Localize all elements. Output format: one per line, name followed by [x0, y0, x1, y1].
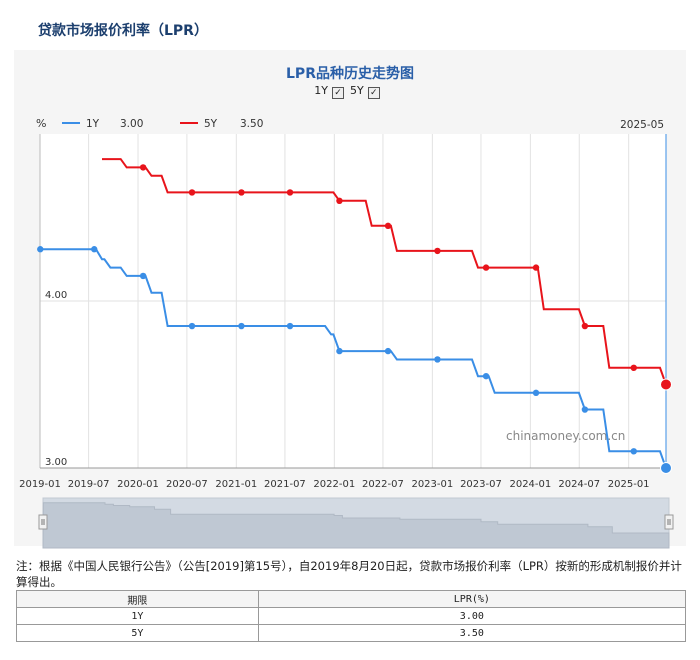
page-title: 贷款市场报价利率（LPR） [38, 23, 208, 39]
data-point-5y [482, 264, 490, 271]
legend-5y-name: 5Y [204, 118, 218, 130]
table-cell-rate: 3.00 [257, 607, 687, 625]
table-row: 1Y 3.00 [16, 607, 687, 625]
data-point-5y [630, 364, 637, 371]
table-cell-term: 5Y [16, 624, 259, 642]
series-toggles: 1Y ✓ 5Y ✓ [0, 84, 700, 99]
range-navigator[interactable] [38, 497, 674, 549]
data-point-5y [139, 164, 147, 171]
legend-1y-name: 1Y [86, 118, 100, 130]
lpr-chart: 3.00 4.00 2019-01 2019-07 2020-01 2020-07 202… [19, 117, 674, 549]
x-tick-label: 2020-01 [117, 479, 159, 490]
current-point-5y[interactable] [660, 378, 672, 391]
toggle-5y-checkbox[interactable]: ✓ [367, 87, 380, 99]
lpr-table: 期限 LPR(%) 1Y 3.00 5Y 3.50 [16, 590, 687, 642]
data-point-1y [139, 272, 147, 280]
data-point-5y [188, 189, 196, 196]
data-point-5y [581, 322, 589, 330]
chart-title: LPR品种历史走势图 [286, 66, 414, 82]
table-header-term: 期限 [16, 590, 259, 608]
series-line-5y [102, 158, 668, 386]
y-tick-labels: 3.00 4.00 [45, 290, 67, 468]
data-point-1y [482, 372, 490, 380]
y-unit-label: % [36, 117, 46, 130]
table-cell-term: 1Y [16, 607, 259, 625]
data-point-5y [238, 189, 245, 196]
navigator-left-handle[interactable] [38, 514, 48, 530]
data-point-5y [336, 197, 343, 204]
table-cell-rate: 3.50 [257, 624, 687, 642]
data-point-1y [91, 246, 98, 253]
x-tick-labels: 2019-01 2019-07 2020-01 2020-07 2021-01 2021-… [19, 479, 649, 490]
data-point-1y [286, 322, 294, 330]
y-tick-label: 4.00 [45, 290, 67, 301]
legend-5y-value: 3.50 [240, 118, 263, 130]
series-line-1y [40, 248, 668, 469]
footnote: 注：根据《中国人民银行公告》（公告[2019]第15号），自2019年8月20日… [16, 559, 682, 589]
legend-1y-value: 3.00 [120, 118, 143, 130]
x-tick-label: 2022-07 [362, 479, 404, 490]
y-tick-label: 3.00 [45, 457, 67, 468]
x-tick-label: 2022-01 [313, 479, 355, 490]
table-row: 5Y 3.50 [16, 624, 687, 642]
data-point-1y [188, 322, 196, 330]
crosshair-date-label: 2025-05 [620, 119, 664, 131]
series-markers [37, 164, 672, 474]
table-header-row: 期限 LPR(%) [16, 590, 687, 608]
x-tick-label: 2019-07 [68, 479, 110, 490]
series-lines [40, 158, 668, 469]
toggle-1y-label: 1Y [314, 84, 328, 97]
data-point-1y [630, 448, 637, 455]
toggle-1y-checkbox[interactable]: ✓ [332, 87, 344, 99]
x-tick-label: 2019-01 [19, 479, 61, 490]
current-point-1y[interactable] [660, 462, 672, 474]
table-header-lpr: LPR(%) [257, 590, 687, 608]
data-point-1y [37, 246, 44, 253]
x-tick-label: 2020-07 [166, 479, 208, 490]
data-point-5y [434, 247, 441, 255]
x-tick-label: 2024-07 [558, 479, 600, 490]
legend: 1Y 3.00 5Y 3.50 [62, 118, 263, 130]
x-tick-label: 2023-07 [460, 479, 502, 490]
toggle-5y-label: 5Y [350, 84, 364, 97]
x-tick-label: 2024-01 [509, 479, 551, 490]
x-tick-label: 2023-01 [411, 479, 453, 490]
navigator-right-handle[interactable] [664, 514, 674, 530]
data-point-1y [238, 322, 245, 330]
page-header: 贷款市场报价利率（LPR） [0, 0, 700, 56]
data-point-1y [384, 347, 392, 355]
data-point-5y [532, 264, 540, 271]
navigator-series [42, 502, 670, 549]
data-point-5y [384, 222, 392, 230]
data-point-1y [532, 389, 540, 397]
x-tick-label: 2021-01 [215, 479, 257, 490]
data-point-1y [581, 406, 589, 413]
data-point-5y [286, 189, 294, 196]
x-tick-label: 2025-01 [608, 479, 650, 490]
data-point-1y [434, 356, 441, 363]
data-point-1y [336, 347, 343, 355]
x-tick-label: 2021-07 [264, 479, 306, 490]
watermark: chinamoney.com.cn [506, 429, 625, 443]
